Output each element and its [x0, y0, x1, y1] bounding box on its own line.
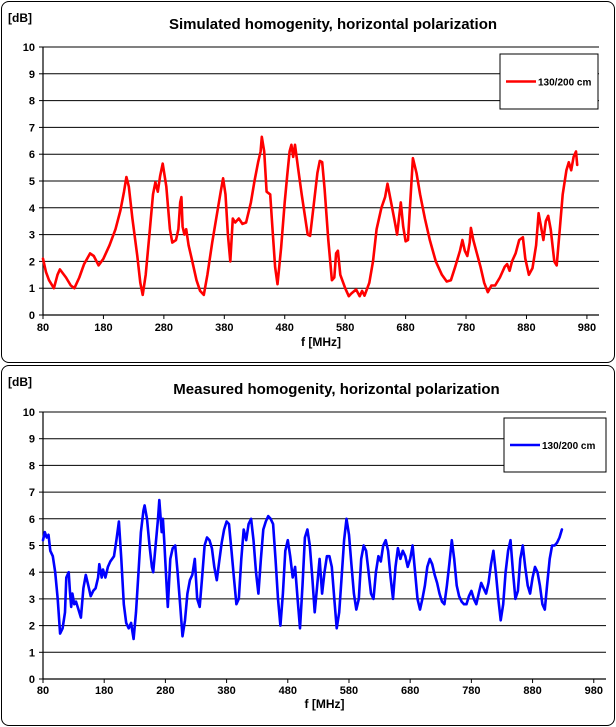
x-tick-label: 80: [37, 685, 49, 697]
y-tick-label: 0: [29, 674, 35, 686]
chart-1: 0 1 2 3 4 5 6 7 8 9 10 80 180 280 380 480 580 680 780 880 98…: [8, 11, 599, 349]
y-tick-label: 5: [29, 176, 35, 188]
legend-label: 130/200 cm: [538, 78, 591, 89]
x-tick-label: 980: [578, 322, 596, 334]
y-tick-label: 0: [29, 310, 35, 322]
x-tick-label: 180: [94, 322, 112, 334]
x-tick-label: 380: [215, 322, 233, 334]
x-tick-label: 980: [585, 685, 603, 697]
x-tick-label: 180: [95, 685, 113, 697]
x-tick-label: 780: [457, 322, 475, 334]
chart-2: 0 1 2 3 4 5 6 7 8 9 10 80 180 280 380 480 580 680 780 880 98…: [8, 375, 607, 711]
legend-label: 130/200 cm: [542, 441, 595, 452]
series-line: [41, 498, 564, 641]
x-tick-label: 780: [462, 685, 480, 697]
y-tick-label: 10: [23, 407, 35, 419]
y-tick-label: 7: [29, 487, 35, 499]
x-tick-label: 480: [276, 322, 294, 334]
x-tick-label: 680: [401, 685, 419, 697]
y-axis-label: [dB]: [8, 11, 32, 25]
y-tick-label: 3: [29, 594, 35, 606]
y-tick-label: 5: [29, 541, 35, 553]
y-tick-label: 9: [29, 69, 35, 81]
y-tick-label: 4: [29, 567, 36, 579]
series-line: [41, 135, 579, 298]
x-tick-label: 80: [37, 322, 49, 334]
legend: 130/200 cm: [499, 53, 599, 110]
x-tick-label: 380: [217, 685, 235, 697]
x-tick-label: 480: [279, 685, 297, 697]
y-tick-label: 3: [29, 230, 35, 242]
y-tick-label: 7: [29, 122, 35, 134]
y-tick-label: 2: [29, 621, 35, 633]
x-tick-label: 280: [156, 685, 174, 697]
x-tick-label: 880: [523, 685, 541, 697]
x-tick-label: 580: [340, 685, 358, 697]
y-tick-label: 8: [29, 96, 35, 108]
x-axis-label: f [MHz]: [305, 697, 345, 711]
x-tick-label: 580: [336, 322, 354, 334]
y-tick-label: 9: [29, 434, 35, 446]
y-tick-label: 1: [29, 647, 35, 659]
x-tick-label: 680: [396, 322, 414, 334]
chart-title: Measured homogenity, horizontal polariza…: [173, 381, 499, 398]
y-tick-label: 10: [23, 42, 35, 54]
y-tick-label: 1: [29, 283, 35, 295]
y-tick-label: 6: [29, 149, 35, 161]
x-tick-label: 880: [517, 322, 535, 334]
y-tick-label: 6: [29, 514, 35, 526]
x-tick-label: 280: [155, 322, 173, 334]
legend: 130/200 cm: [503, 417, 607, 473]
y-tick-label: 2: [29, 256, 35, 268]
y-tick-label: 8: [29, 460, 35, 472]
y-axis-label: [dB]: [8, 375, 32, 389]
y-tick-label: 4: [29, 203, 36, 215]
chart-title: Simulated homogenity, horizontal polariz…: [169, 16, 497, 33]
x-axis-label: f [MHz]: [301, 335, 341, 349]
